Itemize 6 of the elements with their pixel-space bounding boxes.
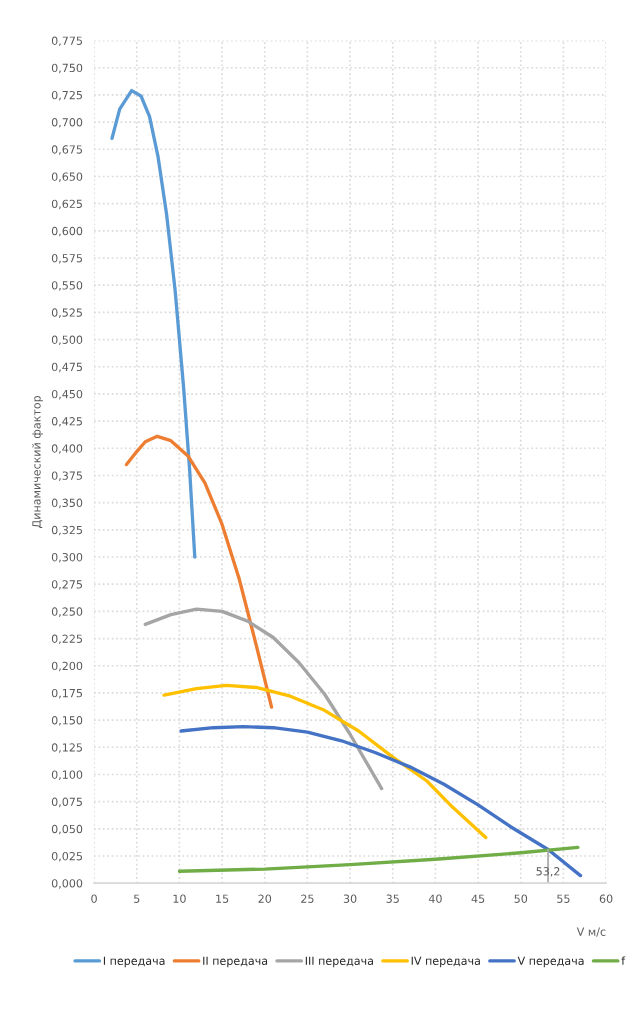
line-series <box>179 724 583 878</box>
line-series <box>143 607 384 791</box>
line-series <box>177 845 580 873</box>
line-series <box>124 434 274 709</box>
line-series <box>162 683 488 840</box>
line-series <box>110 88 197 559</box>
